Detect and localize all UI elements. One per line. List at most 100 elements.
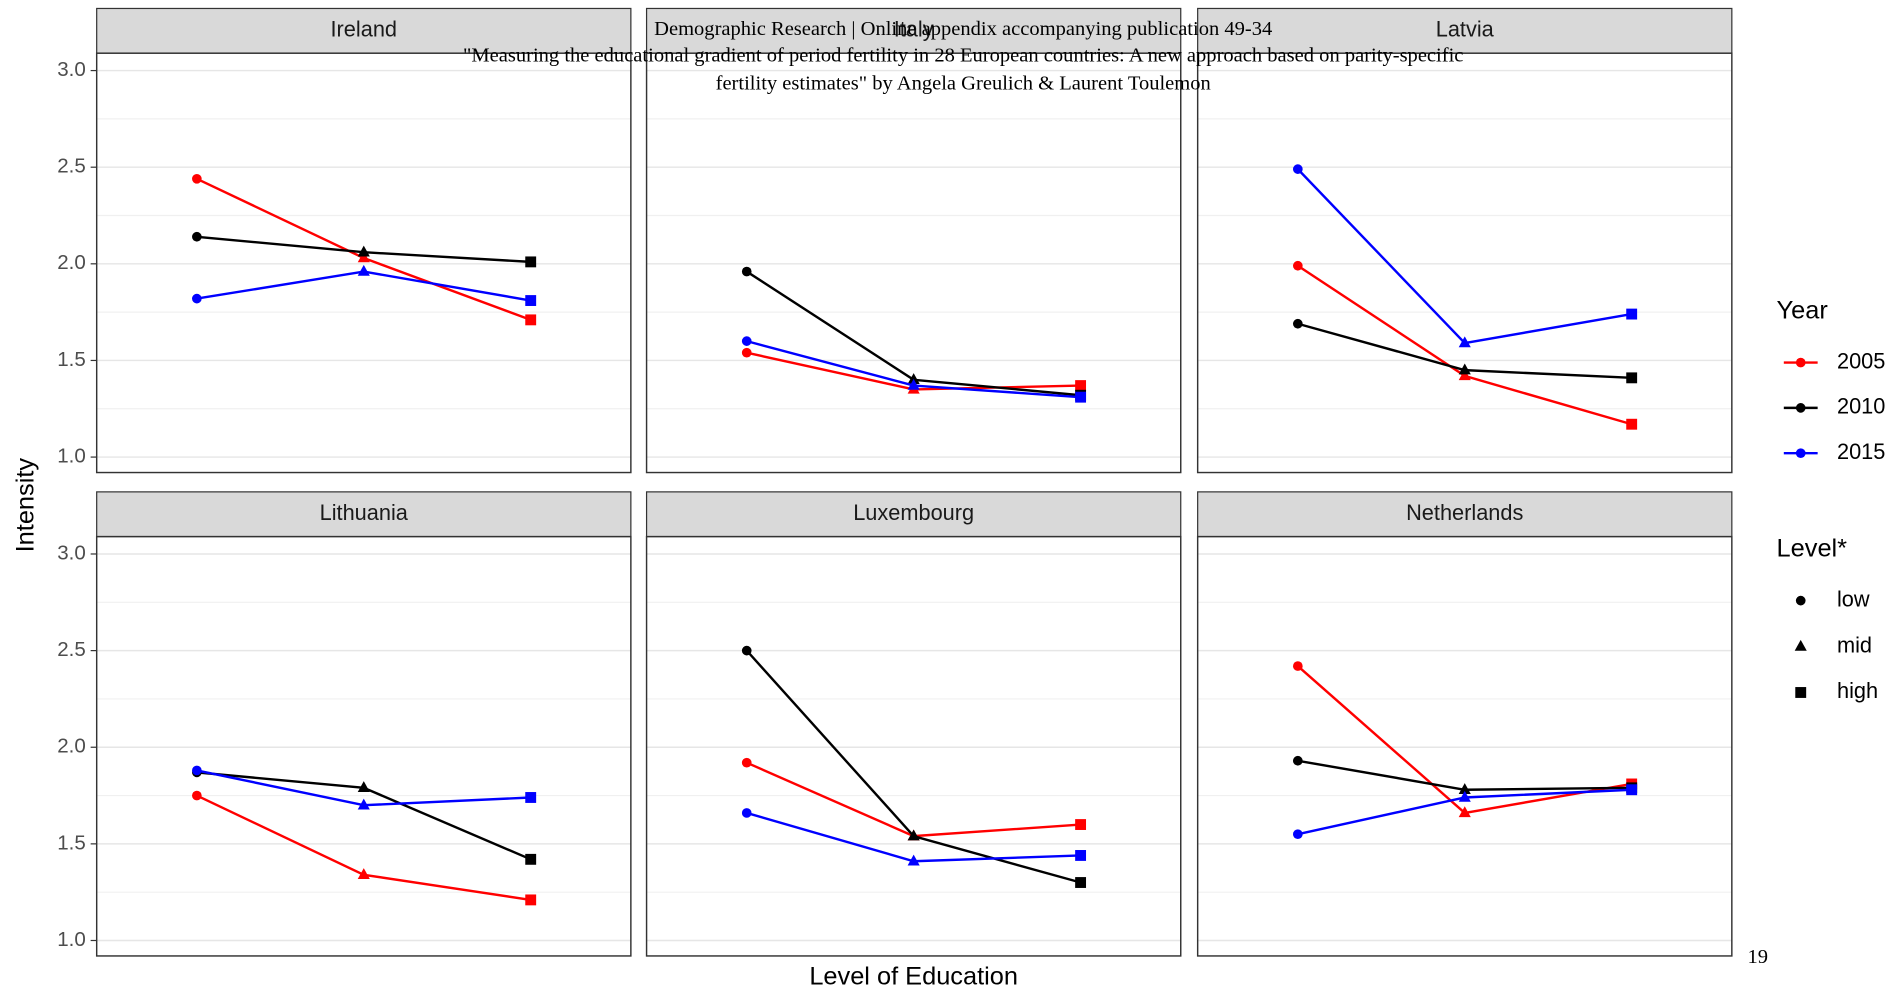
legend-shape <box>1795 687 1807 698</box>
point <box>1292 164 1303 174</box>
legend-point <box>1795 448 1806 459</box>
y-tick-label: 2.0 <box>57 251 86 274</box>
point <box>192 173 202 184</box>
point <box>1292 318 1303 329</box>
legend-point <box>1795 357 1806 368</box>
strip <box>96 7 632 54</box>
series-line <box>196 794 531 902</box>
point <box>1626 308 1638 320</box>
point <box>525 256 537 268</box>
panel-border <box>645 535 1182 957</box>
point <box>1458 783 1471 794</box>
y-axis-label: Intensity <box>11 458 39 553</box>
legend-label: high <box>1837 678 1878 703</box>
panel-title: Lithuania <box>320 500 409 525</box>
point <box>1626 784 1638 796</box>
point <box>1292 755 1303 766</box>
series-line <box>196 270 531 302</box>
point <box>525 295 537 306</box>
y-tick-label: 3.0 <box>57 541 86 564</box>
strip <box>645 491 1182 538</box>
panel-border <box>645 52 1182 474</box>
point <box>1075 391 1087 403</box>
panels: Ireland 1.0 1.5 2.0 2.5 3.0 Italy Latvia Lithuan… <box>57 7 1733 957</box>
y-tick-label: 2.5 <box>57 155 86 178</box>
point <box>1458 790 1471 802</box>
point <box>192 293 202 304</box>
legend-shape <box>1794 639 1807 651</box>
point <box>192 765 202 776</box>
point <box>357 264 370 276</box>
panel-title: Luxembourg <box>853 500 974 525</box>
panel: Netherlands <box>1196 491 1733 957</box>
panel-title: Italy <box>894 17 934 42</box>
point <box>1458 369 1471 381</box>
panel-title: Ireland <box>331 17 398 42</box>
y-tick-label: 2.5 <box>57 638 86 661</box>
panel-border <box>95 52 632 474</box>
point <box>1292 661 1303 671</box>
point <box>525 792 537 803</box>
point <box>525 894 537 906</box>
point <box>1075 380 1087 392</box>
point <box>741 808 752 818</box>
legend-title: Level* <box>1777 535 1848 563</box>
panel: Luxembourg <box>645 491 1182 957</box>
panel-border <box>1196 535 1733 957</box>
point <box>1458 336 1471 348</box>
strip <box>1197 491 1733 538</box>
point <box>907 378 920 390</box>
point <box>741 645 752 656</box>
point <box>1458 806 1471 818</box>
point <box>907 829 920 841</box>
point <box>907 854 920 866</box>
page-number: 19 <box>1748 946 1769 968</box>
point <box>741 347 752 358</box>
point <box>1626 418 1638 430</box>
point <box>1458 363 1471 375</box>
series-line <box>745 649 1081 884</box>
legend-point <box>1795 403 1806 413</box>
y-tick-label: 1.0 <box>57 444 86 467</box>
point <box>907 373 920 385</box>
legend-label: 2010 <box>1837 394 1885 419</box>
legend-label: mid <box>1837 632 1872 657</box>
header-line: Demographic Research | Online appendix a… <box>654 18 1272 40</box>
point <box>192 790 202 801</box>
y-tick-label: 2.0 <box>57 735 86 758</box>
point <box>741 266 752 277</box>
legend-shape <box>1795 595 1806 606</box>
point <box>1075 850 1087 861</box>
panel-border <box>95 535 632 957</box>
panel: Italy <box>645 7 1182 474</box>
panel-title: Netherlands <box>1406 500 1523 525</box>
point <box>357 781 370 793</box>
header-line: "Measuring the educational gradient of p… <box>463 45 1463 67</box>
point <box>357 798 370 810</box>
strip <box>645 7 1182 54</box>
point <box>1075 819 1087 830</box>
y-tick-label: 1.0 <box>57 928 86 951</box>
point <box>357 245 370 257</box>
panel: Latvia <box>1196 7 1733 474</box>
point <box>357 251 370 263</box>
point <box>525 853 537 865</box>
series-line <box>746 761 1081 838</box>
y-tick-label: 1.5 <box>57 348 86 371</box>
point <box>1075 877 1087 888</box>
point <box>1292 260 1303 271</box>
point <box>1292 829 1303 840</box>
y-tick-label: 3.0 <box>57 58 86 81</box>
point <box>357 868 370 880</box>
legend-label: 2015 <box>1837 439 1885 464</box>
header-line: fertility estimates" by Angela Greulich … <box>716 72 1211 94</box>
panel-border <box>1196 52 1733 474</box>
y-tick-label: 1.5 <box>57 831 86 854</box>
legend-title: Year <box>1777 297 1829 325</box>
legend-label: low <box>1837 586 1870 611</box>
point <box>525 314 537 326</box>
point <box>1626 372 1638 384</box>
point <box>741 757 752 768</box>
panel: Lithuania 1.0 1.5 2.0 2.5 3.0 <box>57 491 632 957</box>
